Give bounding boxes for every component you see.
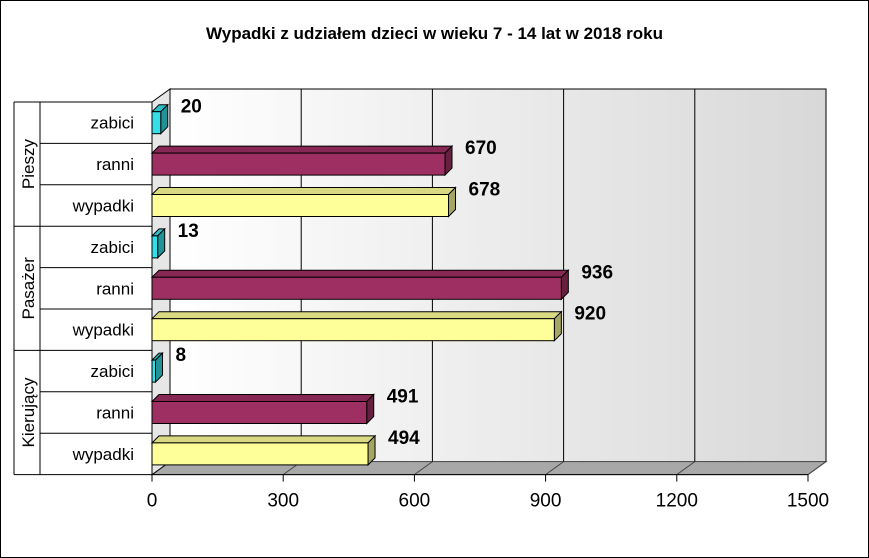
category-label: wypadki	[72, 445, 134, 464]
group-label: Pasażer	[19, 257, 38, 320]
chart-title: Wypadki z udziałem dzieci w wieku 7 - 14…	[206, 24, 663, 43]
floor-gridline	[807, 461, 827, 476]
group-label: Pieszy	[19, 139, 38, 190]
floor-gridline	[545, 461, 564, 476]
bar-top-face	[150, 311, 563, 320]
floor-gridline	[414, 461, 433, 476]
bar	[151, 194, 450, 217]
bar-top-face	[150, 269, 570, 278]
category-label: ranni	[96, 155, 134, 174]
category-label: wypadki	[72, 321, 134, 340]
bar-top-face	[150, 145, 454, 154]
category-label: zabici	[91, 362, 134, 381]
data-label: 491	[387, 387, 419, 408]
bar	[151, 318, 555, 342]
data-label: 670	[465, 138, 497, 159]
category-label: wypadki	[72, 197, 134, 216]
category-label: zabici	[91, 238, 134, 257]
bar-top-face	[150, 187, 457, 195]
category-label: zabici	[91, 114, 134, 133]
x-tick-label: 900	[530, 491, 562, 512]
category-label: ranni	[96, 404, 134, 423]
category-label: ranni	[96, 279, 134, 298]
bar	[151, 235, 159, 259]
bar	[151, 359, 156, 383]
bar	[151, 442, 369, 466]
x-tick-label: 300	[267, 491, 299, 512]
data-label: 8	[175, 345, 186, 366]
bar	[151, 276, 562, 300]
bar	[151, 152, 446, 176]
x-tick-label: 600	[399, 491, 431, 512]
bar-top-face	[150, 394, 375, 402]
data-label: 920	[574, 304, 606, 325]
data-label: 13	[178, 221, 199, 242]
group-label: Kierujący	[19, 377, 38, 447]
data-label: 678	[469, 180, 501, 201]
data-label: 936	[581, 262, 613, 283]
floor-gridline	[676, 461, 696, 476]
data-label: 20	[181, 97, 202, 118]
x-tick-label: 1500	[787, 491, 829, 512]
x-tick-label: 0	[147, 491, 158, 512]
bar	[151, 401, 368, 424]
data-label: 494	[388, 428, 420, 449]
bar-top-face	[150, 435, 377, 444]
bar	[151, 111, 162, 135]
x-tick-label: 1200	[656, 491, 698, 512]
